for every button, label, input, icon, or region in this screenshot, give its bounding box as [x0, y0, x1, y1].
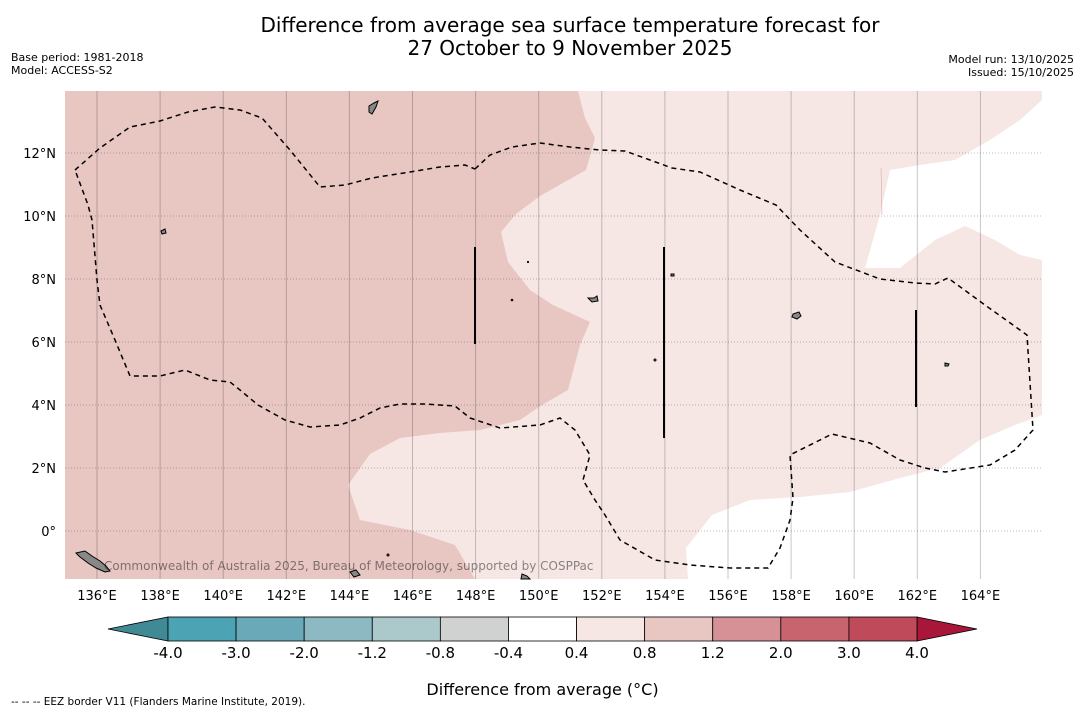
colorbar-tick-label: 1.2: [701, 644, 725, 662]
title-line-2: 27 October to 9 November 2025: [407, 36, 733, 60]
colorbar-over-triangle: [916, 616, 978, 642]
eez-borders: [74, 106, 1034, 569]
longitude-label: 158°E: [771, 589, 811, 604]
meta-right: Model run: 13/10/2025 Issued: 15/10/2025: [948, 53, 1074, 79]
longitude-label: 150°E: [519, 589, 559, 604]
colorbar: -4.0 -3.0 -2.0 -1.2 -0.8 -0.4 0.4 0.8 1.2 2.0 3.0 4…: [107, 616, 978, 662]
title-line-1: Difference from average sea surface temp…: [260, 13, 880, 37]
colorbar-segment: [235, 616, 305, 642]
latitude-label: 0°: [41, 525, 56, 540]
colorbar-segment: [439, 616, 509, 642]
longitude-label: 138°E: [140, 589, 180, 604]
colorbar-segment: [644, 616, 714, 642]
colorbar-segment: [712, 616, 782, 642]
colorbar-under-triangle: [107, 616, 169, 642]
base-period: Base period: 1981-2018: [11, 51, 144, 64]
longitude-label: 164°E: [961, 589, 1001, 604]
island-png-2: [520, 573, 532, 580]
longitude-label: 146°E: [393, 589, 433, 604]
longitude-label: 148°E: [456, 589, 496, 604]
colorbar-segment: [303, 616, 373, 642]
colorbar-tick-label: -0.4: [494, 644, 523, 662]
colorbar-tick-label: 0.4: [565, 644, 589, 662]
model-run: Model run: 13/10/2025: [948, 53, 1074, 66]
latitude-label: 12°N: [23, 147, 56, 162]
latitude-label: 8°N: [32, 273, 57, 288]
longitude-label: 156°E: [708, 589, 748, 604]
neutral-region-ne: [865, 100, 1042, 268]
footnote: -- -- -- EEZ border V11 (Flanders Marine…: [11, 696, 306, 708]
longitude-label: 140°E: [203, 589, 243, 604]
colorbar-tick-label: -3.0: [221, 644, 250, 662]
colorbar-segment: [848, 616, 918, 642]
issued-date: Issued: 15/10/2025: [967, 66, 1074, 79]
colorbar-segment: [167, 616, 237, 642]
colorbar-segment: [780, 616, 850, 642]
island-chuuk: [586, 295, 599, 303]
latitude-labels: 12°N 10°N 8°N 6°N 4°N 2°N 0°: [23, 147, 56, 540]
latitude-label: 2°N: [32, 462, 57, 477]
colorbar-tick-label: 2.0: [769, 644, 793, 662]
watermark: Commonwealth of Australia 2025, Bureau o…: [104, 559, 594, 573]
longitude-labels: 136°E 138°E 140°E 142°E 144°E 146°E 148°E 150°E…: [77, 589, 1000, 604]
longitude-label: 154°E: [645, 589, 685, 604]
island-guam: [368, 100, 379, 115]
longitude-label: 142°E: [267, 589, 307, 604]
island-png-north: [75, 550, 111, 573]
latitude-label: 6°N: [32, 336, 57, 351]
eez-west: [74, 106, 1034, 569]
colorbar-tick-label: -2.0: [290, 644, 319, 662]
meta-left: Base period: 1981-2018 Model: ACCESS-S2: [11, 51, 143, 77]
islands: [75, 100, 950, 580]
longitude-label: 162°E: [898, 589, 938, 604]
island-pohnpei: [791, 311, 802, 320]
neutral-region-se: [686, 415, 1042, 579]
longitude-label: 152°E: [582, 589, 622, 604]
colorbar-segment: [576, 616, 646, 642]
chart-title: Difference from average sea surface temp…: [0, 14, 1085, 60]
colorbar-segment: [371, 616, 441, 642]
island-kosrae: [944, 362, 950, 367]
longitude-label: 160°E: [834, 589, 874, 604]
latitude-label: 10°N: [23, 210, 56, 225]
boundary-lines: [474, 247, 917, 438]
colorbar-tick-label: -4.0: [153, 644, 182, 662]
colorbar-tick-label: 0.8: [633, 644, 657, 662]
colorbar-segment: [508, 616, 577, 642]
model-name: Model: ACCESS-S2: [11, 64, 113, 77]
latitude-label: 4°N: [32, 399, 57, 414]
colorbar-tick-label: 3.0: [837, 644, 861, 662]
colorbar-label: Difference from average (°C): [426, 680, 659, 699]
colorbar-tick-label: -0.8: [426, 644, 455, 662]
colorbar-tick-label: -1.2: [358, 644, 387, 662]
map-plot: [65, 91, 1042, 580]
longitude-label: 144°E: [330, 589, 370, 604]
island-png-3: [349, 569, 361, 578]
longitude-label: 136°E: [77, 589, 117, 604]
colorbar-tick-label: 4.0: [905, 644, 929, 662]
warm-region: [65, 91, 595, 579]
